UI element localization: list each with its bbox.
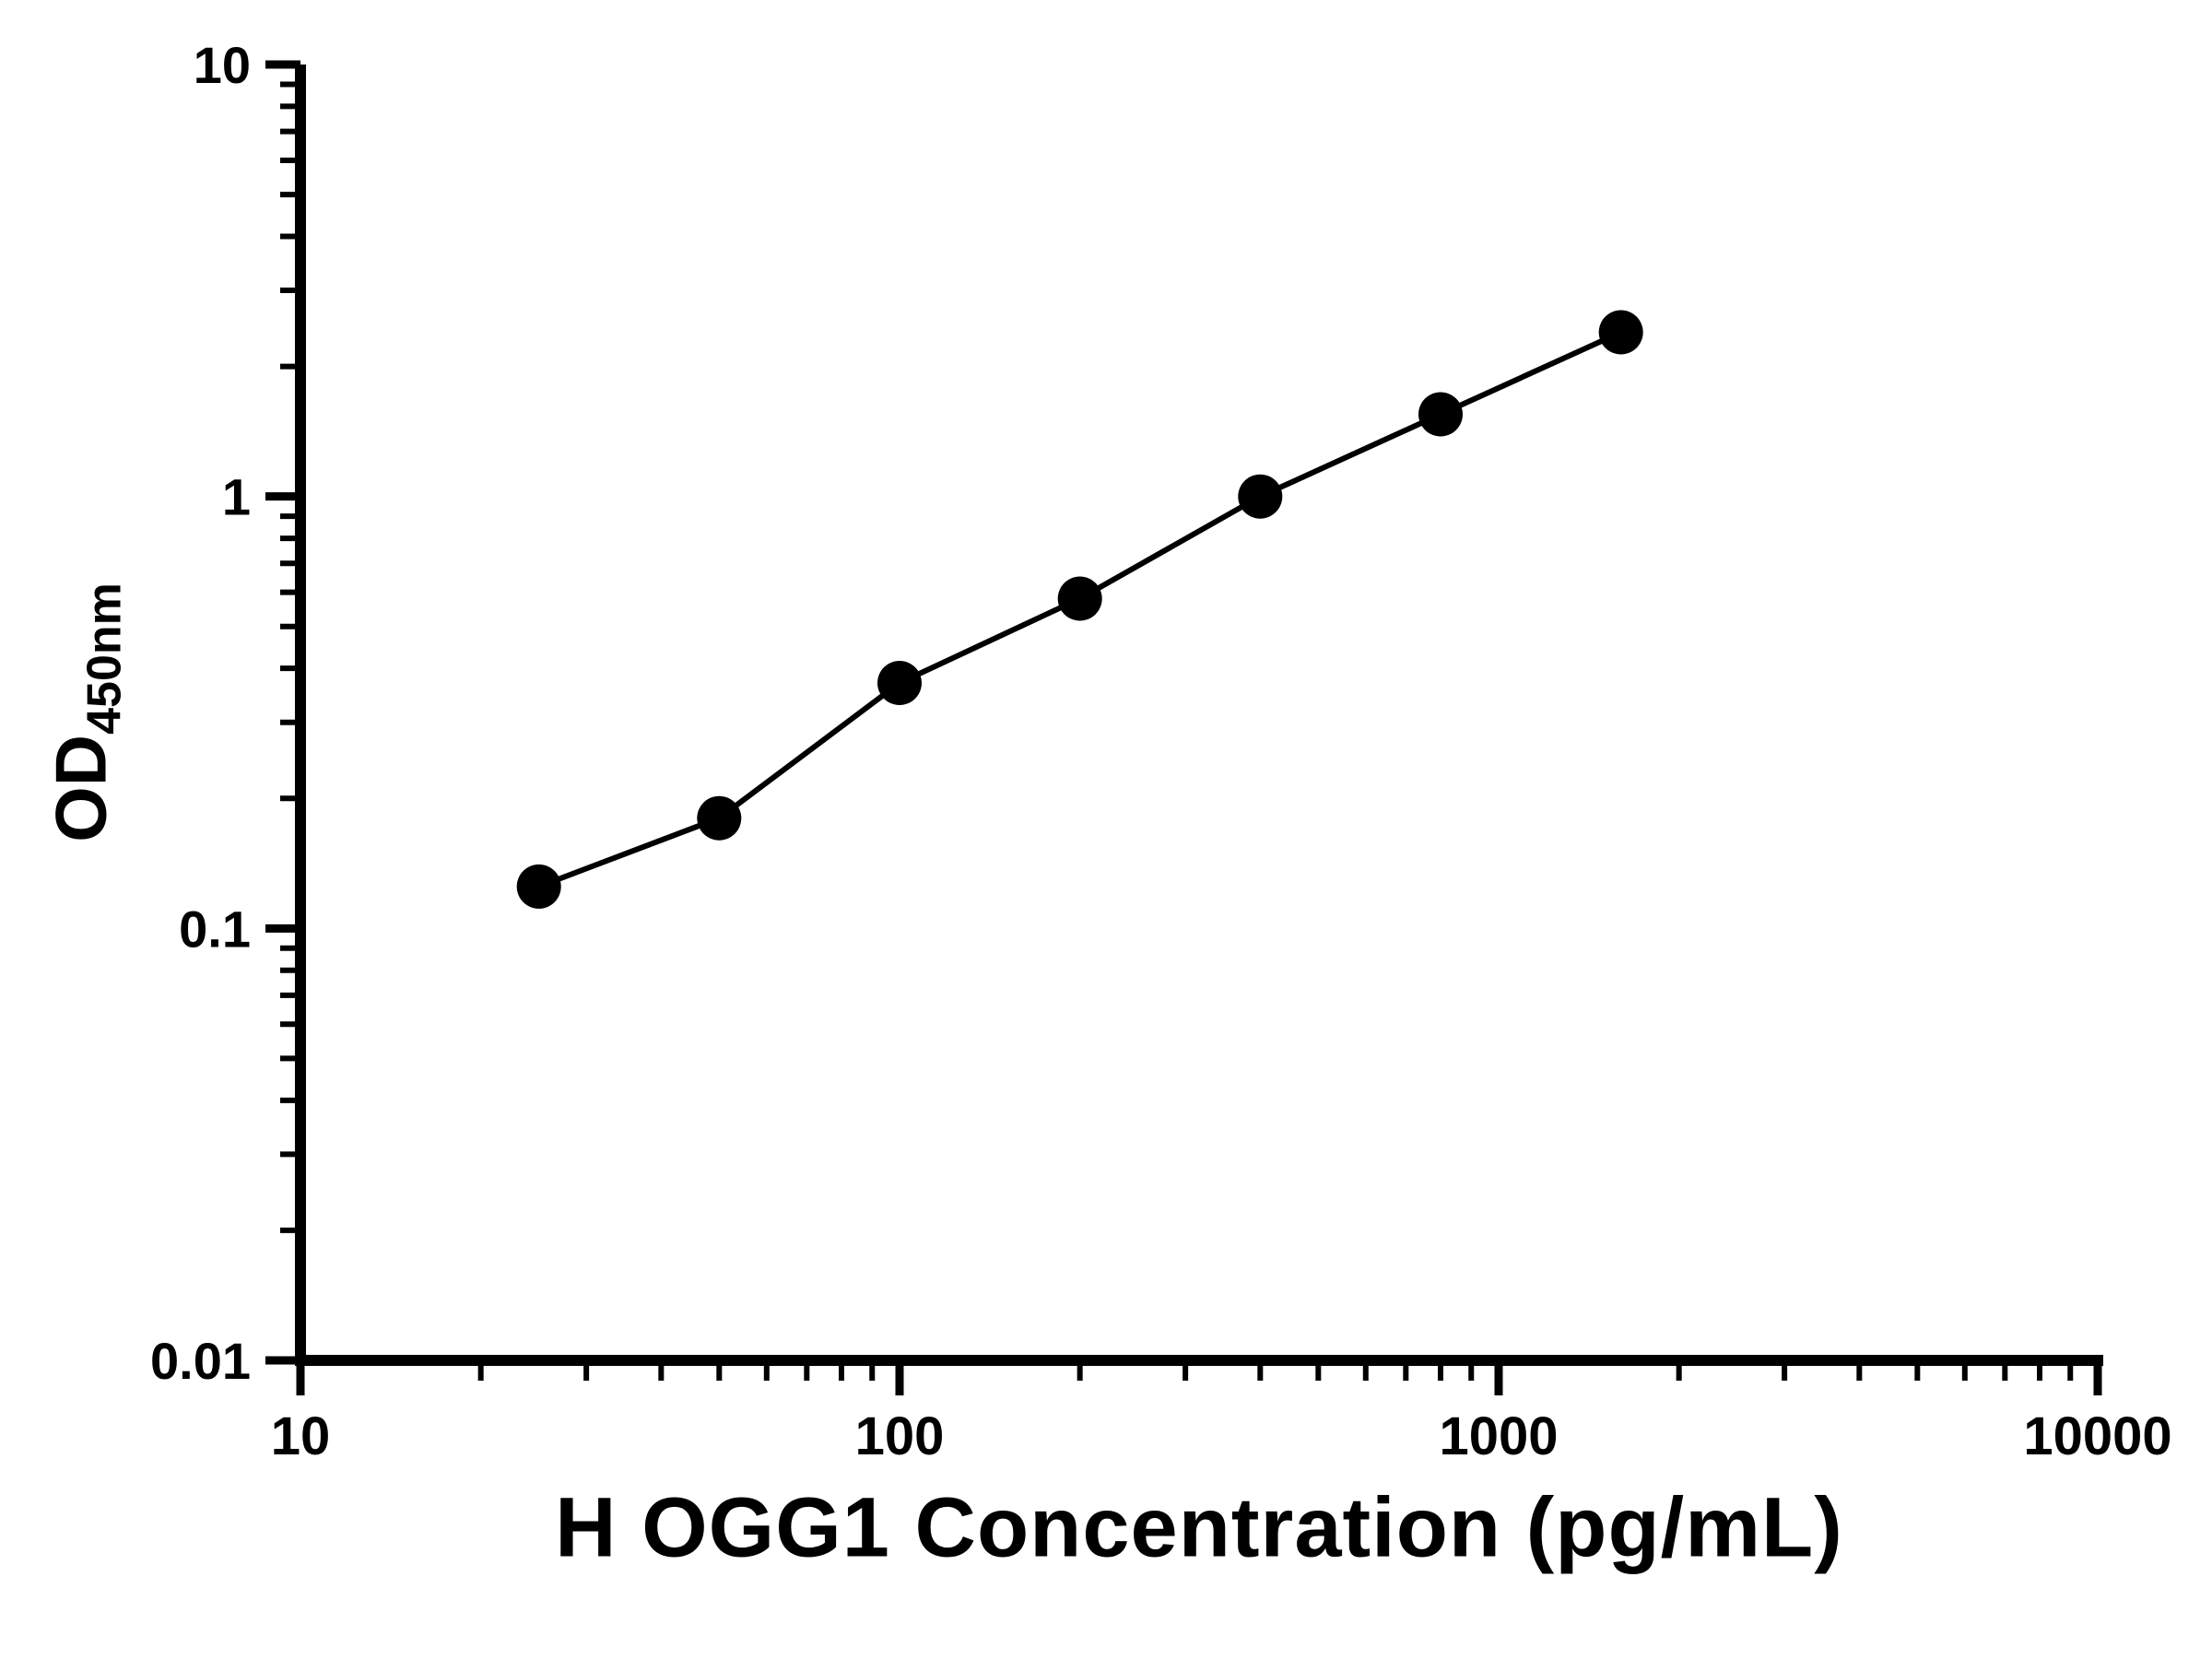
data-point [1598, 310, 1643, 355]
data-point [1418, 392, 1463, 437]
y-axis-title-main: OD [40, 734, 122, 842]
x-tick-label: 10000 [2023, 1406, 2171, 1466]
data-point [1238, 474, 1283, 519]
data-point [697, 795, 742, 841]
y-tick-label: 0.01 [150, 1332, 251, 1390]
x-tick-label: 10 [271, 1406, 331, 1466]
data-point [1057, 576, 1102, 621]
y-tick-label: 1 [222, 468, 251, 526]
y-tick-label: 0.1 [179, 900, 251, 958]
y-tick-label: 10 [194, 36, 251, 94]
x-tick-label: 1000 [1439, 1406, 1558, 1466]
y-axis-title: OD450nm [40, 582, 132, 842]
data-point [516, 864, 561, 909]
x-axis-title: H OGG1 Concentration (pg/mL) [555, 1480, 1843, 1575]
data-point [877, 661, 922, 705]
x-tick-label: 100 [855, 1406, 945, 1466]
y-axis-title-subscript: 450nm [77, 582, 132, 735]
